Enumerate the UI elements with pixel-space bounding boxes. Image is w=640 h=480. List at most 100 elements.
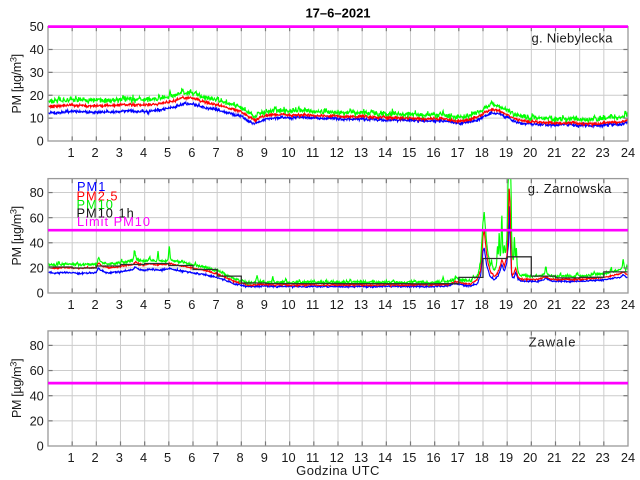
svg-text:6: 6 — [188, 297, 195, 312]
svg-text:22: 22 — [571, 145, 585, 160]
svg-text:24: 24 — [621, 297, 635, 312]
svg-text:17: 17 — [450, 297, 464, 312]
svg-text:2: 2 — [92, 145, 99, 160]
svg-text:13: 13 — [354, 450, 368, 465]
svg-text:4: 4 — [140, 297, 147, 312]
svg-text:PM2.5: PM2.5 — [77, 189, 119, 204]
svg-text:15: 15 — [402, 145, 416, 160]
svg-text:17: 17 — [450, 145, 464, 160]
svg-text:0: 0 — [37, 134, 44, 149]
svg-text:22: 22 — [571, 450, 585, 465]
svg-text:15: 15 — [402, 450, 416, 465]
svg-text:10: 10 — [281, 145, 295, 160]
svg-text:Zawale: Zawale — [529, 334, 577, 349]
svg-text:8: 8 — [237, 145, 244, 160]
svg-text:5: 5 — [164, 145, 171, 160]
svg-text:3: 3 — [116, 145, 123, 160]
svg-text:18: 18 — [475, 297, 489, 312]
svg-text:g. Zarnowska: g. Zarnowska — [528, 181, 612, 196]
svg-text:9: 9 — [261, 450, 268, 465]
svg-text:PM [µg/m3]: PM [µg/m3] — [8, 54, 23, 113]
svg-text:14: 14 — [378, 450, 392, 465]
svg-text:15: 15 — [402, 297, 416, 312]
svg-text:22: 22 — [571, 297, 585, 312]
svg-text:10: 10 — [281, 450, 295, 465]
svg-text:20: 20 — [523, 450, 537, 465]
svg-text:6: 6 — [188, 450, 195, 465]
svg-text:50: 50 — [30, 19, 44, 34]
svg-text:3: 3 — [116, 450, 123, 465]
svg-text:11: 11 — [306, 450, 319, 465]
svg-text:PM10: PM10 — [77, 197, 114, 212]
svg-text:13: 13 — [354, 145, 368, 160]
svg-text:20: 20 — [523, 297, 537, 312]
svg-text:g. Niebylecka: g. Niebylecka — [532, 30, 614, 45]
svg-text:12: 12 — [330, 145, 344, 160]
svg-text:1: 1 — [67, 450, 74, 465]
svg-text:0: 0 — [37, 286, 44, 301]
svg-text:14: 14 — [378, 297, 392, 312]
svg-text:Limit PM10: Limit PM10 — [77, 214, 151, 229]
svg-text:7: 7 — [212, 297, 219, 312]
svg-text:30: 30 — [30, 65, 44, 80]
svg-text:17: 17 — [450, 450, 464, 465]
svg-text:40: 40 — [30, 42, 44, 57]
svg-text:8: 8 — [237, 297, 244, 312]
svg-text:8: 8 — [237, 450, 244, 465]
svg-text:20: 20 — [30, 261, 44, 276]
svg-text:4: 4 — [140, 145, 147, 160]
svg-text:12: 12 — [330, 297, 344, 312]
svg-text:10: 10 — [281, 297, 295, 312]
svg-text:20: 20 — [30, 88, 44, 103]
svg-text:6: 6 — [188, 145, 195, 160]
svg-text:11: 11 — [306, 145, 319, 160]
svg-text:19: 19 — [499, 450, 513, 465]
svg-text:2: 2 — [92, 297, 99, 312]
svg-text:21: 21 — [547, 145, 561, 160]
svg-text:60: 60 — [30, 210, 44, 225]
svg-text:3: 3 — [116, 297, 123, 312]
svg-text:1: 1 — [67, 297, 74, 312]
svg-text:23: 23 — [595, 450, 609, 465]
svg-text:24: 24 — [621, 145, 635, 160]
svg-text:PM [µg/m3]: PM [µg/m3] — [8, 206, 23, 265]
svg-text:1: 1 — [67, 145, 74, 160]
svg-text:7: 7 — [212, 145, 219, 160]
svg-text:PM10 1h: PM10 1h — [77, 206, 135, 221]
svg-text:19: 19 — [499, 297, 513, 312]
svg-text:2: 2 — [92, 450, 99, 465]
svg-text:21: 21 — [547, 297, 561, 312]
svg-text:17–6–2021: 17–6–2021 — [305, 5, 370, 20]
svg-text:14: 14 — [378, 145, 392, 160]
svg-text:5: 5 — [164, 297, 171, 312]
svg-text:12: 12 — [330, 450, 344, 465]
svg-text:7: 7 — [212, 450, 219, 465]
svg-text:16: 16 — [426, 297, 440, 312]
svg-text:5: 5 — [164, 450, 171, 465]
svg-text:80: 80 — [30, 185, 44, 200]
svg-text:16: 16 — [426, 450, 440, 465]
svg-text:19: 19 — [499, 145, 513, 160]
svg-text:20: 20 — [30, 414, 44, 429]
svg-text:80: 80 — [30, 338, 44, 353]
svg-text:0: 0 — [37, 439, 44, 454]
svg-text:13: 13 — [354, 297, 368, 312]
svg-text:Godzina UTC: Godzina UTC — [296, 463, 380, 478]
svg-text:23: 23 — [595, 297, 609, 312]
svg-text:40: 40 — [30, 235, 44, 250]
svg-text:18: 18 — [475, 450, 489, 465]
svg-text:16: 16 — [426, 145, 440, 160]
svg-text:10: 10 — [30, 111, 44, 126]
svg-text:60: 60 — [30, 363, 44, 378]
svg-text:24: 24 — [621, 450, 635, 465]
svg-text:23: 23 — [595, 145, 609, 160]
svg-text:9: 9 — [261, 145, 268, 160]
svg-text:18: 18 — [475, 145, 489, 160]
svg-text:9: 9 — [261, 297, 268, 312]
svg-text:20: 20 — [523, 145, 537, 160]
svg-text:PM [µg/m3]: PM [µg/m3] — [8, 359, 23, 418]
svg-text:11: 11 — [306, 297, 319, 312]
svg-text:4: 4 — [140, 450, 147, 465]
svg-text:40: 40 — [30, 388, 44, 403]
svg-text:PM1: PM1 — [77, 179, 106, 194]
